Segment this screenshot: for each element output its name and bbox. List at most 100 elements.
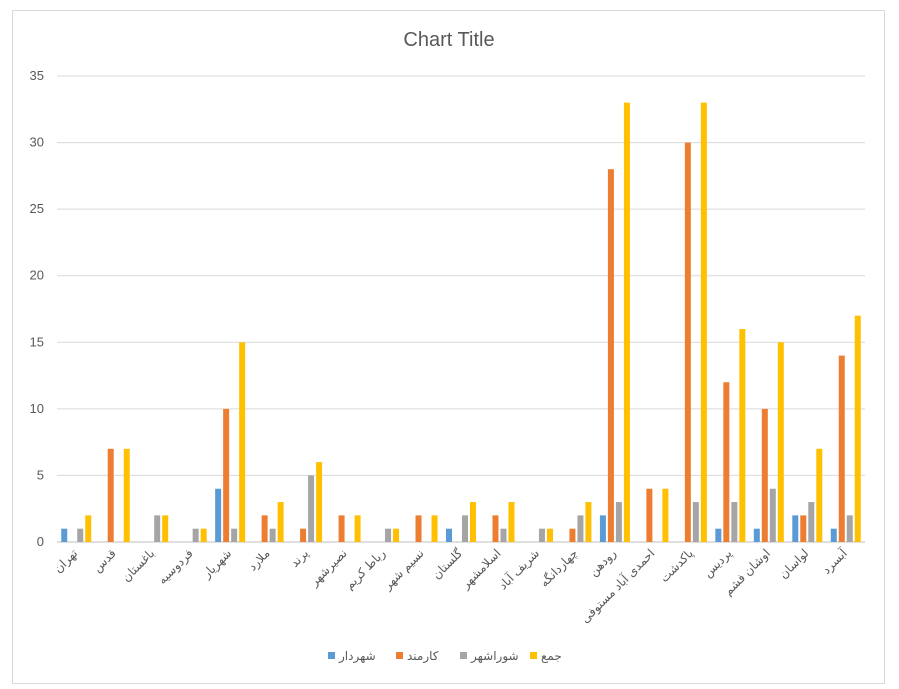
bar xyxy=(200,528,207,542)
bar xyxy=(462,515,468,542)
bar xyxy=(261,515,268,542)
bar xyxy=(300,528,307,542)
bar xyxy=(854,315,861,542)
bar xyxy=(569,528,576,542)
bar xyxy=(192,528,199,542)
x-tick-label: قدس xyxy=(90,546,119,575)
bar xyxy=(723,382,730,542)
bars xyxy=(61,102,861,543)
legend-entry: شهردار xyxy=(338,649,376,664)
bar xyxy=(308,475,315,542)
bar xyxy=(316,462,323,542)
y-tick-label: 30 xyxy=(30,135,44,150)
legend-swatch xyxy=(460,652,467,659)
x-tick-label: شریف آباد xyxy=(495,546,543,594)
bar xyxy=(239,342,246,542)
bar xyxy=(546,528,553,542)
bar xyxy=(769,488,776,542)
bar xyxy=(585,502,592,542)
bar xyxy=(731,502,738,542)
y-tick-label: 5 xyxy=(37,467,44,482)
x-tick-label: رباط کریم xyxy=(342,546,389,593)
legend-swatch xyxy=(328,652,335,659)
bar xyxy=(753,528,760,542)
x-tick-label: شهریار xyxy=(199,546,235,582)
y-axis: 0 5 10 15 20 25 30 35 xyxy=(30,68,44,549)
bar xyxy=(354,515,361,542)
bar xyxy=(85,515,92,542)
x-tick-label: تهران xyxy=(51,546,81,576)
bar xyxy=(816,448,823,542)
bar xyxy=(808,502,815,542)
bar xyxy=(154,515,161,542)
chart-title: Chart Title xyxy=(403,29,494,51)
legend: شهردار کارمند شوراشهر جمع xyxy=(328,649,562,664)
bar xyxy=(792,515,799,542)
bar xyxy=(684,142,691,543)
x-tick-label: پاکدشت xyxy=(657,546,696,585)
bar xyxy=(470,502,476,542)
bar xyxy=(615,502,622,542)
bar xyxy=(838,355,845,542)
bar xyxy=(662,488,669,542)
bar xyxy=(431,515,438,542)
bar xyxy=(846,515,853,542)
bar xyxy=(646,488,653,542)
bar xyxy=(492,515,499,542)
bar xyxy=(107,448,114,542)
y-tick-label: 35 xyxy=(30,68,44,83)
x-tick-label: چهاردانگه xyxy=(537,546,581,590)
bar xyxy=(508,502,515,542)
bar xyxy=(607,169,614,542)
bar xyxy=(415,515,422,542)
legend-entry: شوراشهر xyxy=(470,649,519,664)
bar xyxy=(538,528,545,542)
bar xyxy=(692,502,699,542)
y-tick-label: 25 xyxy=(30,201,44,216)
x-tick-label: احمدی آباد مستوفی xyxy=(577,546,658,627)
x-tick-label: پردیس xyxy=(701,546,736,581)
legend-entry: جمع xyxy=(541,649,562,663)
bar xyxy=(739,328,746,542)
bar xyxy=(77,528,84,542)
bar xyxy=(223,408,230,542)
x-tick-label: رودهن xyxy=(586,546,620,580)
y-tick-label: 0 xyxy=(37,534,44,549)
bar xyxy=(500,528,507,542)
gridlines xyxy=(57,75,865,543)
bar xyxy=(715,528,722,542)
bar xyxy=(830,528,837,542)
bar xyxy=(393,528,400,542)
y-tick-label: 10 xyxy=(30,401,44,416)
x-tick-label: نسیم شهر xyxy=(380,546,428,594)
x-tick-label: باغستان xyxy=(119,546,157,584)
bar xyxy=(446,528,452,542)
bar xyxy=(215,488,222,542)
x-tick-label: گلستان xyxy=(429,546,465,582)
bar xyxy=(162,515,169,542)
bar xyxy=(269,528,276,542)
bar xyxy=(338,515,345,542)
x-tick-label: ملارد xyxy=(245,546,273,574)
x-tick-label: آبسرد xyxy=(819,545,852,578)
bar xyxy=(623,102,630,542)
x-tick-label: فردوسیه xyxy=(155,546,196,587)
bar xyxy=(599,515,606,542)
bar xyxy=(761,408,768,542)
bar xyxy=(123,448,130,542)
y-tick-label: 15 xyxy=(30,334,44,349)
legend-entry: کارمند xyxy=(407,649,439,664)
bar xyxy=(61,528,68,542)
bar xyxy=(277,502,284,542)
x-tick-label: اسلامشهر xyxy=(458,546,505,593)
legend-swatch xyxy=(396,652,403,659)
bar xyxy=(577,515,584,542)
y-tick-label: 20 xyxy=(30,268,44,283)
bar xyxy=(385,528,392,542)
bar xyxy=(231,528,238,542)
x-tick-label: پرند xyxy=(287,546,311,570)
bar xyxy=(777,342,784,542)
x-tick-label: لواسان xyxy=(776,546,812,582)
